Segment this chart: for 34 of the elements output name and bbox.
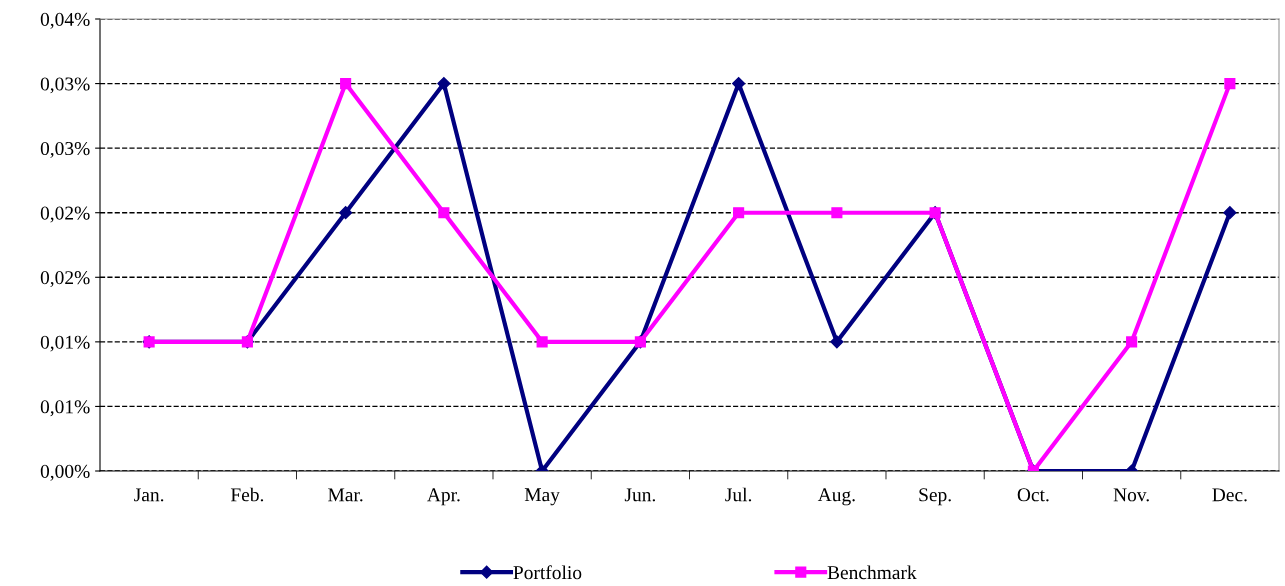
x-tick-label: Jan. [134, 488, 164, 502]
point [438, 207, 450, 219]
x-tick-label: Oct. [1017, 488, 1049, 502]
x-tick-label: Jun. [624, 488, 656, 502]
y-tick-label: 0,03% [40, 77, 90, 94]
x-tick-label: Nov. [1113, 488, 1149, 502]
x-tick-label: Aug. [817, 488, 855, 506]
point [437, 76, 451, 91]
y-tick-label: 0,03% [40, 141, 90, 158]
legend-label: Portfolio [513, 565, 582, 580]
point [536, 336, 548, 348]
y-tick-label: 0,01% [40, 335, 90, 352]
point [1126, 336, 1138, 348]
point [830, 335, 844, 349]
legend-label: Benchmark [827, 565, 917, 580]
y-tick-label: 0,02% [40, 271, 90, 288]
x-tick-label: Mar. [328, 488, 363, 502]
point [831, 207, 843, 219]
y-tick-label: 0,02% [40, 206, 90, 223]
point [1224, 78, 1236, 90]
y-tick-label: 0,04% [40, 12, 90, 29]
point [340, 78, 352, 90]
x-tick-label: Sep. [919, 488, 951, 506]
point [1223, 206, 1237, 220]
x-tick-label: Feb. [230, 487, 264, 502]
point [339, 206, 353, 220]
y-tick-label: 0,01% [40, 400, 90, 417]
x-tick-label: Jul. [725, 487, 752, 502]
x-tick-label: Apr. [427, 488, 460, 506]
point [732, 76, 746, 91]
x-tick-label: May [524, 488, 560, 506]
y-tick-label: 0,00% [40, 464, 90, 481]
x-tick-label: Dec. [1212, 488, 1247, 502]
point [733, 207, 745, 219]
